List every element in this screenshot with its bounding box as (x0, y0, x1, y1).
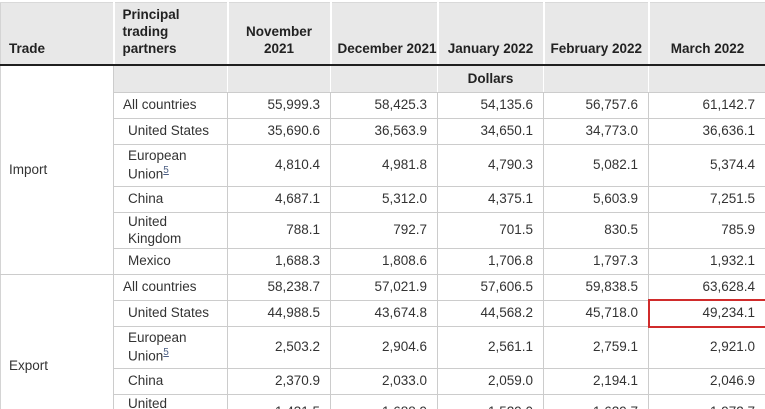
value-cell: 1,808.6 (330, 247, 438, 275)
table-row: Mexico 1,688.3 1,808.6 1,706.8 1,797.3 1,932.… (1, 247, 765, 275)
partner-cell: Mexico (113, 247, 228, 275)
table-row: China 2,370.9 2,033.0 2,059.0 2,194.1 2,046.9 (1, 367, 765, 395)
table-row: United Kingdom 788.1 792.7 701.5 830.5 785.9 (1, 211, 765, 249)
partner-cell: United States (113, 117, 228, 145)
unit-cell (113, 64, 228, 93)
value-cell-highlighted: 49,234.1 (648, 299, 765, 329)
value-cell: 44,988.5 (227, 299, 331, 327)
value-cell: 2,759.1 (543, 325, 649, 369)
value-cell: 1,706.8 (437, 247, 544, 275)
value-cell: 45,718.0 (543, 299, 649, 327)
value-cell: 35,690.6 (227, 117, 331, 145)
table-row: European Union5 4,810.4 4,981.8 4,790.3 5,08… (1, 143, 765, 187)
value-cell: 788.1 (227, 211, 331, 249)
header-trade: Trade (0, 2, 115, 66)
value-cell: 792.7 (330, 211, 438, 249)
table-row: China 4,687.1 5,312.0 4,375.1 5,603.9 7,251.5 (1, 185, 765, 213)
value-cell: 1,688.9 (330, 393, 438, 409)
value-cell: 57,606.5 (437, 273, 544, 301)
value-cell: 55,999.3 (227, 91, 331, 119)
value-cell: 2,904.6 (330, 325, 438, 369)
unit-cell (227, 64, 331, 93)
value-cell: 34,773.0 (543, 117, 649, 145)
partner-cell: United States (113, 299, 228, 327)
unit-cell (543, 64, 649, 93)
header-month: February 2022 (543, 2, 650, 66)
value-cell: 63,628.4 (648, 273, 765, 301)
value-cell: 4,981.8 (330, 143, 438, 187)
footnote-link[interactable]: 5 (163, 347, 169, 359)
partner-cell: All countries (113, 91, 228, 119)
value-cell: 785.9 (648, 211, 765, 249)
partner-cell: United Kingdom (113, 211, 228, 249)
value-cell: 58,238.7 (227, 273, 331, 301)
unit-cell (648, 64, 765, 93)
value-cell: 1,932.1 (648, 247, 765, 275)
value-cell: 4,375.1 (437, 185, 544, 213)
table-row: All countries 55,999.3 58,425.3 54,135.6 56,… (1, 91, 765, 119)
table-row: United Kingdom1,431.51,688.91,529.01,629… (1, 393, 765, 409)
header-partners: Principal trading partners (113, 2, 229, 66)
partner-cell: All countries (113, 273, 228, 301)
value-cell: 4,810.4 (227, 143, 331, 187)
value-cell: 2,046.9 (648, 367, 765, 395)
partner-cell: European Union5 (113, 325, 228, 369)
value-cell: 2,370.9 (227, 367, 331, 395)
value-cell: 56,757.6 (543, 91, 649, 119)
table-body: Import Dollars All countries 55,999.3 58,425… (0, 64, 765, 409)
table-row: European Union5 2,503.2 2,904.6 2,561.1 2,75… (1, 325, 765, 369)
header-month: December 2021 (330, 2, 439, 66)
unit-cell (330, 64, 438, 93)
value-cell: 1,629.7 (543, 393, 649, 409)
header-month: January 2022 (437, 2, 545, 66)
value-cell: 58,425.3 (330, 91, 438, 119)
value-cell: 34,650.1 (437, 117, 544, 145)
value-cell: 44,568.2 (437, 299, 544, 327)
value-cell: 2,059.0 (437, 367, 544, 395)
partner-cell: United Kingdom (113, 393, 228, 409)
value-cell: 59,838.5 (543, 273, 649, 301)
value-cell: 36,563.9 (330, 117, 438, 145)
value-cell: 2,033.0 (330, 367, 438, 395)
value-cell: 57,021.9 (330, 273, 438, 301)
value-cell: 1,972.7 (648, 393, 765, 409)
value-cell: 2,921.0 (648, 325, 765, 369)
table-row: United States 44,988.5 43,674.8 44,568.2 45,… (1, 299, 765, 329)
header-month: March 2022 (648, 2, 765, 66)
value-cell: 43,674.8 (330, 299, 438, 327)
value-cell: 1,431.5 (227, 393, 331, 409)
value-cell: 1,688.3 (227, 247, 331, 275)
value-cell: 5,312.0 (330, 185, 438, 213)
value-cell: 4,687.1 (227, 185, 331, 213)
unit-row: Import Dollars (0, 64, 765, 275)
value-cell: 61,142.7 (648, 91, 765, 119)
value-cell: 2,503.2 (227, 325, 331, 369)
value-cell: 1,529.0 (437, 393, 544, 409)
value-cell: 1,797.3 (543, 247, 649, 275)
partner-cell: European Union5 (113, 143, 228, 187)
value-cell: 2,194.1 (543, 367, 649, 395)
value-cell: 5,603.9 (543, 185, 649, 213)
value-cell: 5,374.4 (648, 143, 765, 187)
trade-section-cell: Export (0, 274, 114, 409)
table-row: United States 35,690.6 36,563.9 34,650.1 34,… (1, 117, 765, 145)
value-cell: 7,251.5 (648, 185, 765, 213)
footnote-link[interactable]: 5 (163, 165, 169, 177)
partner-cell: China (113, 367, 228, 395)
trade-section-cell: Import (0, 64, 114, 275)
header-month: November 2021 (227, 2, 332, 66)
value-cell: 830.5 (543, 211, 649, 249)
value-cell: 701.5 (437, 211, 544, 249)
header-row: Trade Principal trading partners Novembe… (0, 2, 765, 66)
value-cell: 36,636.1 (648, 117, 765, 145)
value-cell: 2,561.1 (437, 325, 544, 369)
table-row: Export All countries 58,238.7 57,021.9 57,60… (0, 273, 765, 409)
value-cell: 5,082.1 (543, 143, 649, 187)
value-cell: 54,135.6 (437, 91, 544, 119)
value-cell: 4,790.3 (437, 143, 544, 187)
unit-label: Dollars (437, 64, 544, 93)
partner-cell: China (113, 185, 228, 213)
